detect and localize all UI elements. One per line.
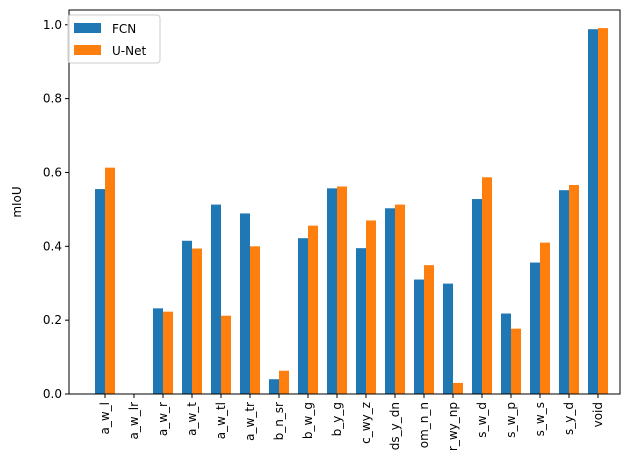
x-tick-label: s_w_d (475, 402, 489, 438)
bar-u-net-c-wy-z (366, 220, 376, 394)
x-tick-label: void (591, 402, 605, 427)
bar-u-net-b-n-sr (279, 370, 289, 394)
bar-u-net-a-w-tr (250, 246, 260, 394)
x-tick-label: ds_y_dn (388, 402, 402, 450)
bar-u-net-a-w-t (192, 248, 202, 394)
bar-u-net-s-w-s (540, 242, 550, 394)
x-tick-label: c_wy_z (359, 402, 373, 444)
x-tick-label: om_n_n (417, 402, 431, 448)
bar-u-net-s-w-d (482, 177, 492, 394)
bar-fcn-a-w-r (153, 308, 163, 394)
legend-label: U-Net (112, 44, 146, 58)
bar-u-net-s-w-p (511, 328, 521, 394)
x-tick-label: s_w_p (504, 402, 518, 438)
bars-group (95, 28, 608, 394)
bar-u-net-r-wy-np (453, 382, 463, 394)
bar-fcn-void (588, 29, 598, 394)
bar-fcn-s-y-d (559, 190, 569, 394)
y-tick-label: 0.8 (43, 92, 62, 106)
bar-u-net-ds-y-dn (395, 204, 405, 394)
x-tick-label: a_w_l (98, 402, 112, 435)
x-tick-label: b_y_g (330, 402, 344, 436)
y-axis: 0.0 0.2 0.4 0.6 0.8 1.0 (43, 18, 69, 401)
bar-fcn-s-w-d (472, 199, 482, 394)
bar-u-net-s-y-d (569, 185, 579, 394)
x-axis: a_w_l a_w_lr a_w_r a_w_t a_w_tl a_w_tr b_n_sr b… (98, 394, 605, 451)
x-tick-label: s_y_d (562, 402, 576, 435)
bar-u-net-a-w-r (163, 311, 173, 394)
bar-u-net-b-y-g (337, 186, 347, 394)
bar-fcn-b-w-g (298, 238, 308, 394)
y-tick-label: 0.6 (43, 165, 62, 179)
y-tick-label: 0.4 (43, 239, 62, 253)
bar-fcn-c-wy-z (356, 248, 366, 394)
x-tick-label: a_w_r (156, 402, 170, 436)
y-axis-label: mIoU (10, 186, 24, 217)
y-tick-label: 0.0 (43, 387, 62, 401)
bar-fcn-om-n-n (414, 279, 424, 394)
legend: FCN U-Net (67, 14, 161, 64)
bar-fcn-s-w-p (501, 313, 511, 394)
x-tick-label: b_w_g (301, 402, 315, 439)
bar-u-net-void (598, 28, 608, 394)
bar-fcn-b-y-g (327, 188, 337, 394)
x-tick-label: a_w_t (185, 402, 199, 436)
x-tick-label: s_w_s (533, 402, 547, 436)
bar-u-net-om-n-n (424, 265, 434, 394)
x-tick-label: a_w_tl (214, 402, 228, 439)
legend-swatch (74, 45, 101, 55)
bar-fcn-a-w-tl (211, 204, 221, 394)
x-tick-label: r_wy_np (446, 402, 460, 451)
y-tick-label: 0.2 (43, 313, 62, 327)
bar-fcn-a-w-t (182, 240, 192, 394)
bar-fcn-ds-y-dn (385, 208, 395, 394)
plot-frame (68, 9, 621, 395)
bar-fcn-s-w-s (530, 262, 540, 394)
bar-u-net-b-w-g (308, 225, 318, 394)
bar-fcn-a-w-l (95, 189, 105, 394)
bar-fcn-b-n-sr (269, 379, 279, 394)
legend-label: FCN (112, 22, 136, 36)
legend-swatch (74, 23, 101, 33)
y-tick-label: 1.0 (43, 18, 62, 32)
x-tick-label: a_w_tr (243, 402, 257, 441)
x-tick-label: b_n_sr (272, 402, 286, 440)
bar-u-net-a-w-tl (221, 315, 231, 394)
bar-fcn-a-w-tr (240, 213, 250, 394)
bar-fcn-r-wy-np (443, 283, 453, 394)
bar-u-net-a-w-l (105, 167, 115, 394)
x-tick-label: a_w_lr (127, 402, 141, 440)
